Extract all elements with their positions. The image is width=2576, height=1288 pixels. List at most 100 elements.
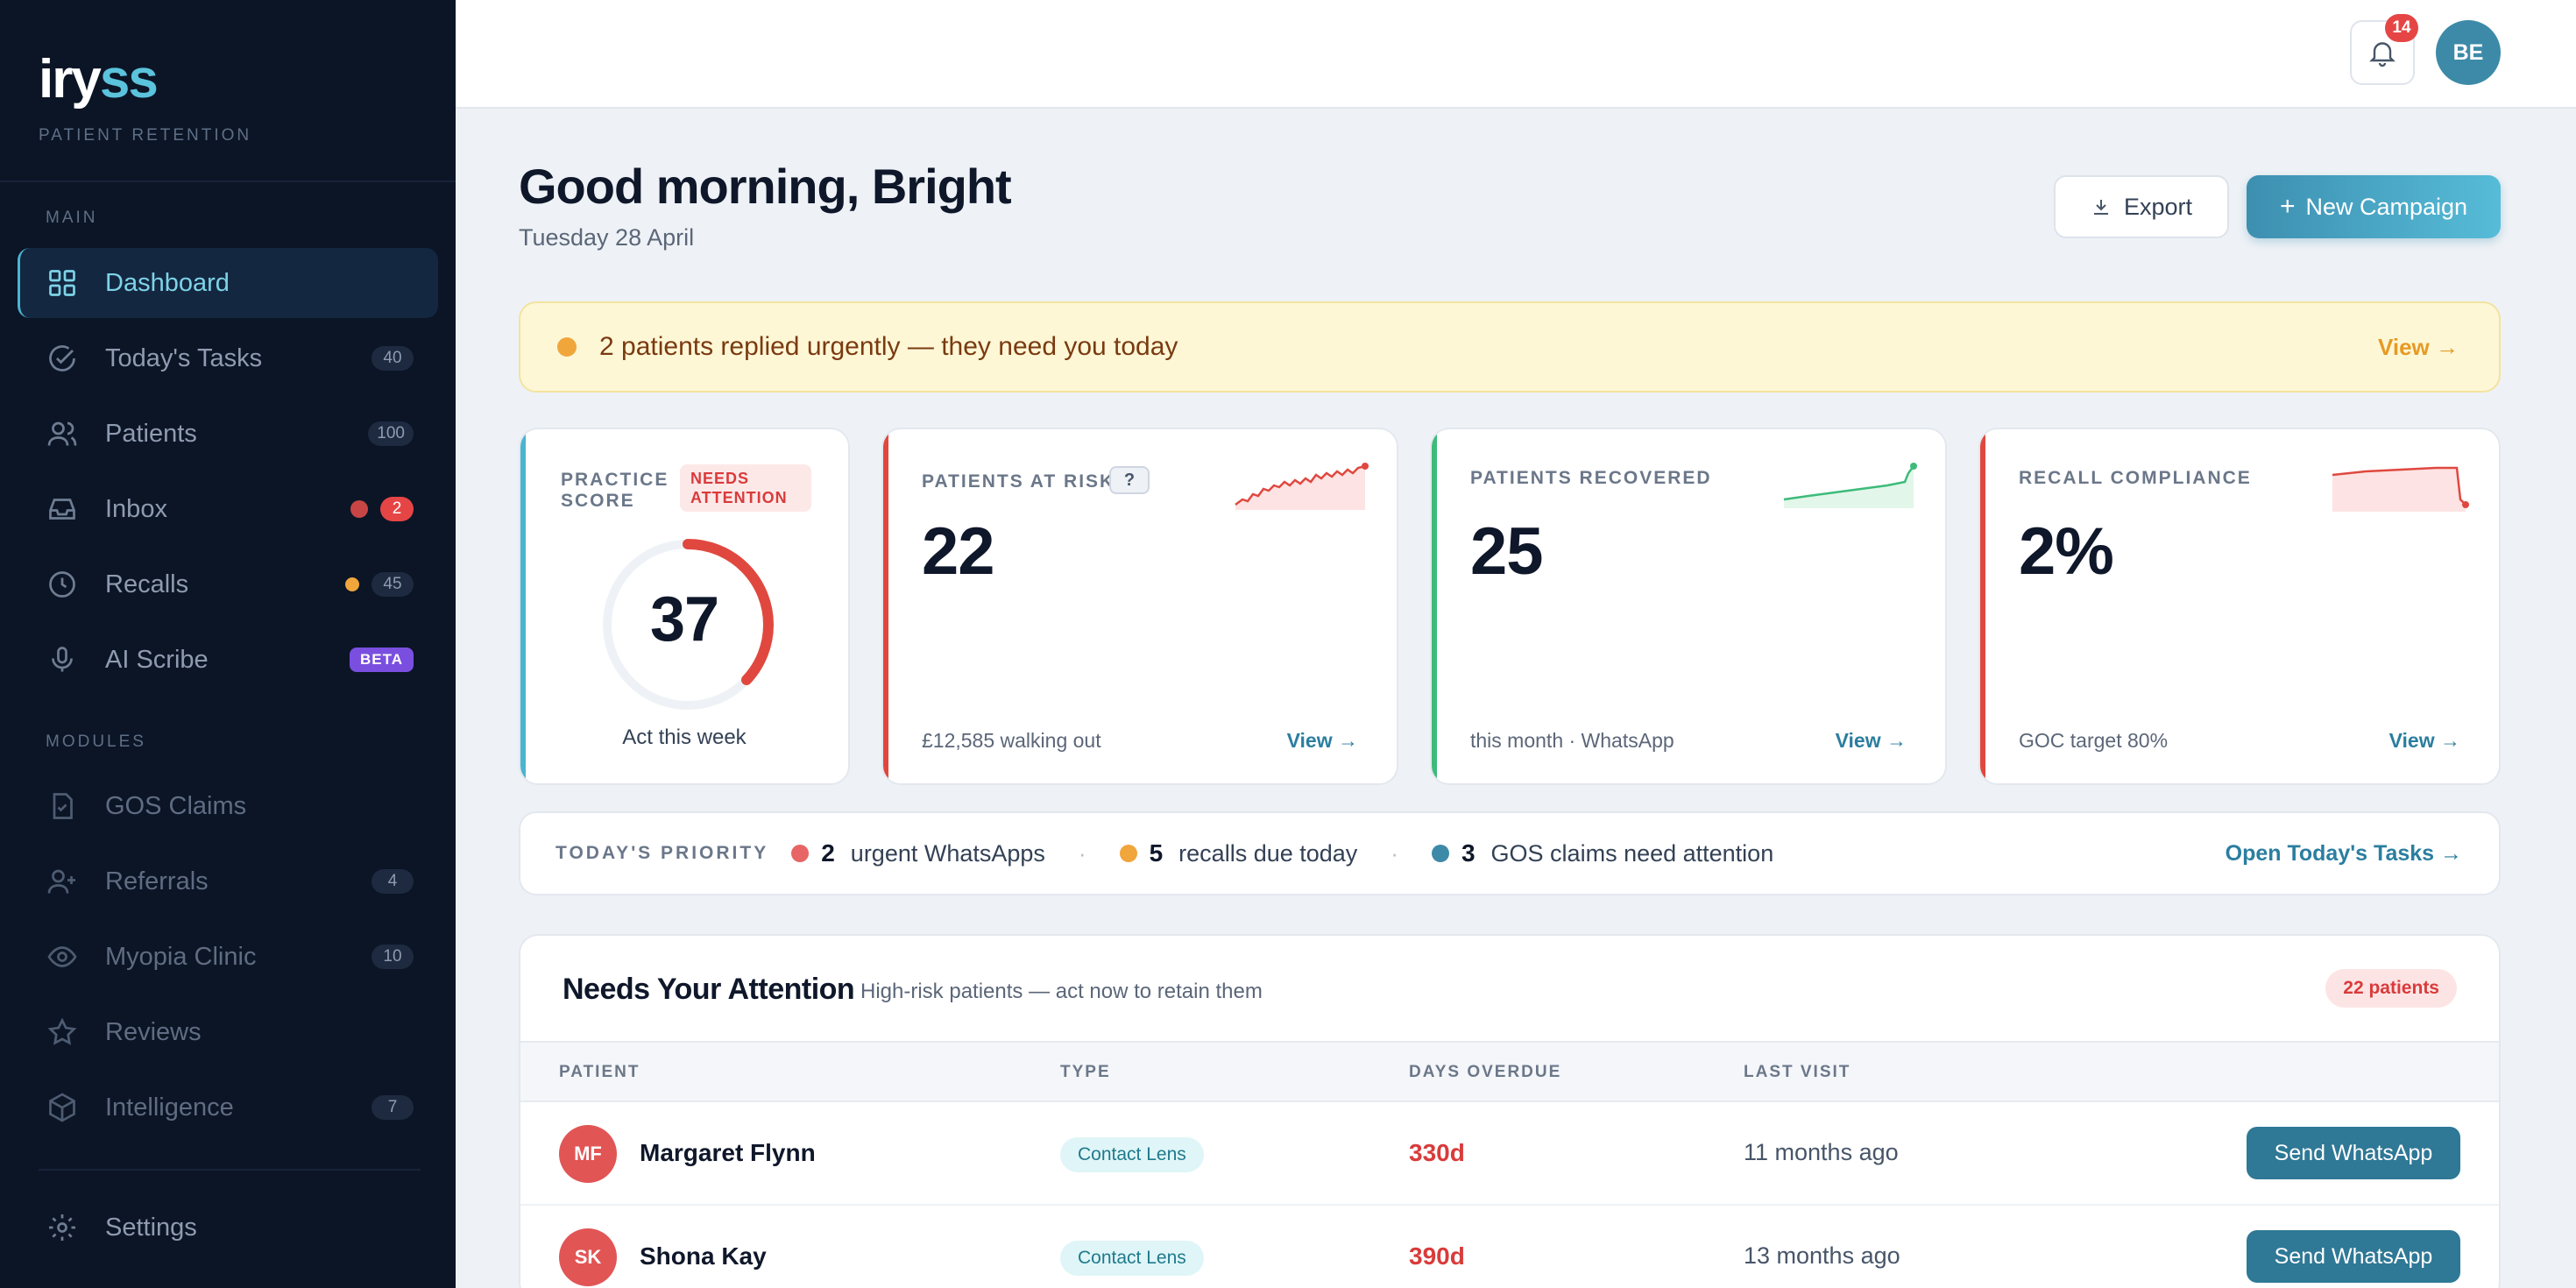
kpi-label: PATIENTS AT RISK — [922, 471, 1115, 492]
patients-recovered-card: PATIENTS RECOVERED 25 this month · Whats… — [1430, 428, 1947, 785]
new-campaign-label: New Campaign — [2305, 193, 2468, 220]
notifications-button[interactable] — [2350, 20, 2415, 85]
send-whatsapp-button[interactable]: Send WhatsApp — [2247, 1127, 2460, 1179]
beta-badge: BETA — [349, 648, 414, 672]
recall-view-link[interactable]: View → — [2388, 729, 2460, 752]
practice-score-card: PRACTICE SCORE NEEDS ATTENTION 37 Act th… — [519, 428, 850, 785]
card-accent — [1980, 429, 1985, 783]
sidebar-item-settings[interactable]: Settings — [18, 1192, 438, 1263]
priority-label: TODAY'S PRIORITY — [556, 843, 769, 863]
recovered-sparkline — [1783, 463, 1917, 508]
sidebar-item-label: Intelligence — [105, 1093, 234, 1122]
alert-text: 2 patients replied urgently — they need … — [599, 332, 1178, 361]
column-header-type[interactable]: TYPE — [1060, 1063, 1111, 1081]
column-header-days-overdue[interactable]: DAYS OVERDUE — [1409, 1063, 1562, 1081]
priority-item-whatsapps[interactable]: 2 urgent WhatsApps — [791, 839, 1045, 867]
count-badge: 40 — [372, 346, 414, 371]
patient-name[interactable]: Shona Kay — [640, 1242, 767, 1270]
type-tag: Contact Lens — [1060, 1137, 1204, 1172]
table-row[interactable]: MF Margaret Flynn Contact Lens 330d 11 m… — [520, 1102, 2499, 1206]
bell-icon — [2369, 42, 2396, 67]
section-label-main: MAIN — [46, 209, 98, 227]
kpi-value: 37 — [649, 584, 719, 655]
sidebar-item-todays-tasks[interactable]: Today's Tasks 40 — [18, 323, 438, 393]
alert-dot — [557, 337, 577, 357]
sidebar-item-intelligence[interactable]: Intelligence 7 — [18, 1072, 438, 1143]
section-label-modules: MODULES — [46, 732, 146, 751]
card-accent — [883, 429, 888, 783]
star-icon — [46, 1016, 79, 1049]
notification-count-badge: 14 — [2385, 14, 2418, 42]
kpi-value: 25 — [1470, 514, 1544, 589]
check-circle-icon — [46, 342, 79, 375]
count-badge: 2 — [380, 497, 414, 521]
sidebar-item-myopia-clinic[interactable]: Myopia Clinic 10 — [18, 922, 438, 992]
kpi-footer: GOC target 80% — [2019, 729, 2169, 752]
export-button[interactable]: Export — [2054, 175, 2229, 238]
patient-name[interactable]: Margaret Flynn — [640, 1139, 816, 1166]
column-header-patient[interactable]: PATIENT — [559, 1063, 640, 1081]
open-todays-tasks-link[interactable]: Open Today's Tasks → — [2225, 840, 2462, 866]
kpi-value: 22 — [922, 514, 995, 589]
sidebar-item-label: AI Scribe — [105, 645, 209, 674]
count-badge: 4 — [372, 869, 414, 894]
table-header: PATIENT TYPE DAYS OVERDUE LAST VISIT — [520, 1041, 2499, 1102]
count-badge: 7 — [372, 1095, 414, 1120]
sidebar-divider — [0, 180, 456, 182]
kpi-label: PATIENTS RECOVERED — [1470, 468, 1712, 488]
todays-priority-bar: TODAY'S PRIORITY 2 urgent WhatsApps · 5 … — [519, 811, 2501, 895]
unread-dot — [350, 500, 368, 518]
kpi-footer: £12,585 walking out — [922, 729, 1101, 752]
panel-subtitle: High-risk patients — act now to retain t… — [860, 980, 1263, 1003]
card-accent — [1432, 429, 1437, 783]
user-avatar[interactable]: BE — [2436, 20, 2501, 85]
sidebar-item-label: Patients — [105, 419, 197, 448]
sidebar-item-referrals[interactable]: Referrals 4 — [18, 846, 438, 916]
priority-separator: · — [1078, 839, 1086, 867]
priority-item-gos-claims[interactable]: 3 GOS claims need attention — [1431, 839, 1774, 867]
sidebar-item-dashboard[interactable]: Dashboard — [18, 248, 438, 318]
column-header-last-visit[interactable]: LAST VISIT — [1744, 1063, 1851, 1081]
priority-text: urgent WhatsApps — [850, 839, 1045, 867]
priority-dot — [1119, 845, 1137, 862]
sidebar-item-patients[interactable]: Patients 100 — [18, 399, 438, 469]
export-label: Export — [2123, 193, 2193, 220]
help-icon[interactable]: ? — [1109, 466, 1150, 494]
panel-title: Needs Your Attention — [563, 973, 855, 1006]
sidebar: iryss PATIENT RETENTION MAIN Dashboard T… — [0, 0, 456, 1288]
priority-dot — [1431, 845, 1449, 862]
brand: iryss PATIENT RETENTION — [39, 53, 251, 145]
logo[interactable]: iryss — [39, 49, 159, 110]
sidebar-item-label: Inbox — [105, 494, 167, 523]
eye-icon — [46, 940, 79, 973]
count-badge: 10 — [372, 945, 414, 969]
sidebar-item-inbox[interactable]: Inbox 2 — [18, 474, 438, 544]
risk-sparkline — [1235, 463, 1369, 510]
alert-view-link[interactable]: View → — [2377, 333, 2459, 360]
kpi-footer: Act this week — [622, 725, 747, 749]
send-whatsapp-button[interactable]: Send WhatsApp — [2247, 1230, 2460, 1283]
priority-item-recalls[interactable]: 5 recalls due today — [1119, 839, 1357, 867]
recall-sparkline — [2332, 466, 2469, 512]
sidebar-item-gos-claims[interactable]: GOS Claims — [18, 771, 438, 841]
risk-view-link[interactable]: View → — [1286, 729, 1358, 752]
sidebar-item-recalls[interactable]: Recalls 45 — [18, 549, 438, 619]
priority-count: 3 — [1461, 839, 1476, 867]
sidebar-item-reviews[interactable]: Reviews — [18, 997, 438, 1067]
download-icon — [2093, 200, 2108, 215]
kpi-label: PRACTICE SCORE — [561, 470, 669, 511]
needs-attention-panel: Needs Your Attention High-risk patients … — [519, 934, 2501, 1288]
sidebar-item-ai-scribe[interactable]: AI Scribe BETA — [18, 625, 438, 695]
last-visit: 13 months ago — [1744, 1242, 1900, 1269]
needs-attention-badge: NEEDS ATTENTION — [680, 464, 811, 512]
priority-text: GOS claims need attention — [1490, 839, 1774, 867]
recovered-view-link[interactable]: View → — [1835, 729, 1907, 752]
kpi-footer: this month · WhatsApp — [1470, 729, 1674, 752]
kpi-value: 2% — [2019, 514, 2114, 589]
priority-count: 5 — [1149, 839, 1164, 867]
table-row[interactable]: SK Shona Kay Contact Lens 390d 13 months… — [520, 1206, 2499, 1288]
inbox-icon — [46, 492, 79, 526]
user-plus-icon — [46, 865, 79, 898]
kpi-label: RECALL COMPLIANCE — [2019, 468, 2252, 488]
new-campaign-button[interactable]: + New Campaign — [2247, 175, 2501, 238]
